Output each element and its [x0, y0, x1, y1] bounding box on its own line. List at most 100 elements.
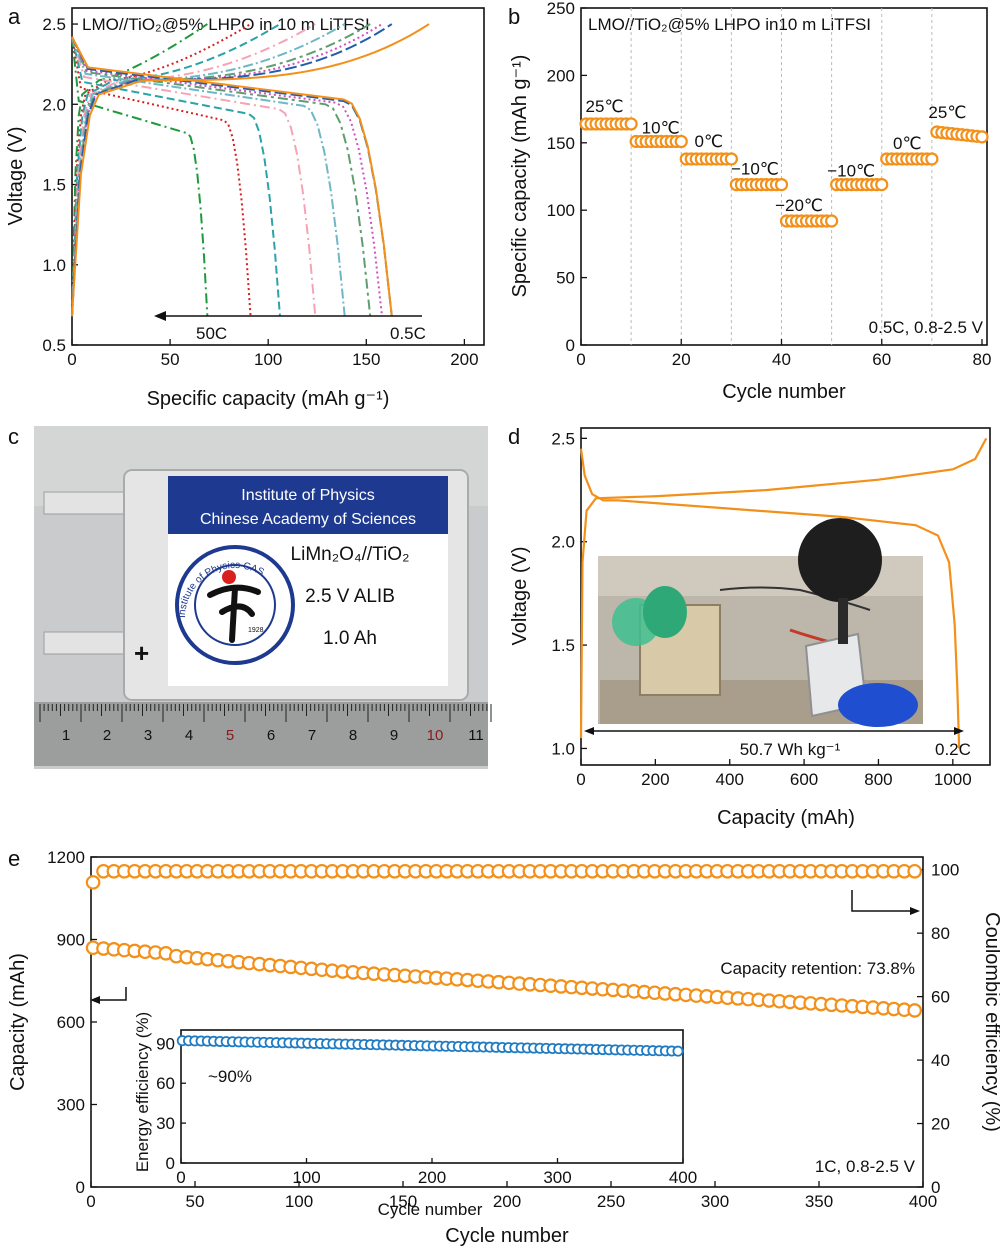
panel-b-temp-labels: 25℃10℃0℃−10℃−20℃−10℃0℃25℃ — [586, 97, 967, 215]
label-academy: Chinese Academy of Sciences — [200, 511, 416, 528]
panel-d-ylabel: Voltage (V) — [509, 547, 531, 646]
panel-b-letter: b — [508, 4, 520, 29]
temperature-label: −10℃ — [827, 162, 875, 181]
fan-demo-photo — [598, 518, 923, 727]
cycle-point — [624, 117, 638, 131]
x-tick-label: 200 — [450, 350, 478, 369]
label-institute: Institute of Physics — [241, 487, 374, 504]
y-tick-label: 60 — [156, 1074, 175, 1093]
inset-note: ~90% — [208, 1067, 252, 1086]
panel-b-axes: 0 20 40 60 80 0 50 100 150 200 250 — [547, 0, 992, 369]
panel-d-axes: 0 200 400 600 800 1000 1.0 1.5 2.0 2.5 — [551, 429, 971, 789]
x-tick-label: 50 — [161, 350, 180, 369]
charge-curve — [71, 23, 281, 317]
x-tick-label: 0 — [576, 770, 585, 789]
y-tick-label: 2.0 — [42, 95, 66, 114]
panel-e-ylabel-left: Capacity (mAh) — [7, 953, 29, 1091]
temperature-label: 10℃ — [642, 118, 680, 137]
x-tick-label: 1000 — [934, 770, 972, 789]
coulombic-efficiency-points — [85, 863, 922, 890]
y2-tick-label: 40 — [931, 1051, 950, 1070]
panel-d-curves — [579, 437, 988, 749]
x-tick-label: 100 — [292, 1168, 320, 1187]
ee-point — [672, 1045, 684, 1057]
x-tick-label: 60 — [872, 350, 891, 369]
x-tick-label: 400 — [909, 1192, 937, 1211]
x-tick-label: 20 — [672, 350, 691, 369]
y-tick-label: 1.0 — [551, 739, 575, 758]
discharge-curve — [71, 36, 383, 317]
y-tick-label: 30 — [156, 1114, 175, 1133]
ruler-number: 1 — [62, 727, 70, 744]
y-tick-label: 200 — [547, 66, 575, 85]
ruler-number: 9 — [390, 727, 398, 744]
x-tick-label: 150 — [389, 1192, 417, 1211]
temperature-label: 0℃ — [695, 132, 724, 151]
institute-logo: Institute of Physics CAS 1928 — [175, 545, 295, 665]
inset-xlabel: Cycle number — [378, 1200, 483, 1219]
left-axis-pointer — [96, 987, 127, 1001]
ruler-number: 2 — [103, 727, 111, 744]
panel-a-curves — [71, 23, 430, 317]
x-tick-label: 350 — [805, 1192, 833, 1211]
x-tick-label: 150 — [352, 350, 380, 369]
charge-curve — [71, 23, 316, 317]
right-axis-pointer — [851, 890, 912, 912]
y-tick-label: 600 — [57, 1013, 85, 1032]
label-voltage: 2.5 V ALIB — [305, 586, 395, 607]
label-banner — [168, 476, 448, 534]
plus-terminal-mark: + — [134, 638, 149, 668]
arrow-label-0.5C: 0.5C — [390, 324, 426, 343]
discharge-curve — [579, 448, 961, 749]
ruler-number: 8 — [349, 727, 357, 744]
panel-d-frame — [580, 427, 991, 766]
x-tick-label: 0 — [86, 1192, 95, 1211]
panel-a: a LMO//TiO₂@5% LHPO in 10 m LiTFSI 0 50 10… — [5, 4, 485, 410]
label-capacity: 1.0 Ah — [323, 628, 377, 649]
cycle-point — [724, 152, 738, 166]
x-tick-label: 0 — [67, 350, 76, 369]
y2-tick-label: 0 — [931, 1178, 940, 1197]
x-tick-label: 200 — [493, 1192, 521, 1211]
panel-e-letter: e — [8, 846, 20, 871]
temperature-label: 25℃ — [586, 97, 624, 116]
panel-e-axes: 0 50 100 150 200 250 300 350 4000300600900120002… — [47, 848, 959, 1211]
rate-arrow-head — [154, 311, 166, 321]
x-tick-label: 200 — [641, 770, 669, 789]
y-tick-label: 2.5 — [42, 15, 66, 34]
y-tick-label: 1.0 — [42, 256, 66, 275]
charge-curve — [71, 23, 430, 317]
temperature-label: 0℃ — [893, 134, 922, 153]
panel-b-condition: 0.5C, 0.8-2.5 V — [869, 318, 984, 337]
y-tick-label: 300 — [57, 1096, 85, 1115]
panel-d-letter: d — [508, 424, 520, 449]
charge-curve — [579, 437, 988, 739]
x-tick-label: 0 — [176, 1168, 185, 1187]
panel-a-title: LMO//TiO₂@5% LHPO in 10 m LiTFSI — [82, 15, 370, 34]
charge-curve — [71, 23, 346, 317]
ce-point — [85, 875, 101, 890]
panel-e-ylabel-right: Coulombic efficiency (%) — [981, 912, 1000, 1132]
x-tick-label: 0 — [576, 350, 585, 369]
panel-a-letter: a — [8, 4, 21, 29]
panel-e: e 0 50 100 150 200 250 300 350 40003006009001200… — [7, 846, 1000, 1247]
y-tick-label: 0 — [76, 1178, 85, 1197]
panel-d: d 0 200 400 600 800 1000 1.0 1.5 2.0 2.5 50.7 Wh … — [508, 424, 991, 829]
label-chemistry: LiMn₂O₄//TiO₂ — [291, 544, 410, 565]
x-tick-label: 250 — [597, 1192, 625, 1211]
temperature-label: 25℃ — [928, 103, 966, 122]
inset-ylabel: Energy efficiency (%) — [133, 1012, 152, 1172]
inset-axes: 0 100 200 300 400 0 30 60 90 — [156, 1034, 697, 1187]
charge-curve — [71, 23, 383, 317]
panel-b-ylabel: Specific capacity (mAh g⁻¹) — [509, 55, 531, 298]
y-tick-label: 2.5 — [551, 429, 575, 448]
energy-density-label: 50.7 Wh kg⁻¹ — [740, 740, 841, 759]
ce-point — [907, 863, 922, 879]
temperature-label: −20℃ — [775, 196, 823, 215]
cycle-point — [774, 177, 789, 192]
panel-b-points — [579, 117, 989, 228]
y-tick-label: 50 — [556, 269, 575, 288]
y-tick-label: 90 — [156, 1034, 175, 1053]
discharge-curve — [71, 36, 393, 317]
capacity-retention-label: Capacity retention: 73.8% — [720, 959, 915, 978]
